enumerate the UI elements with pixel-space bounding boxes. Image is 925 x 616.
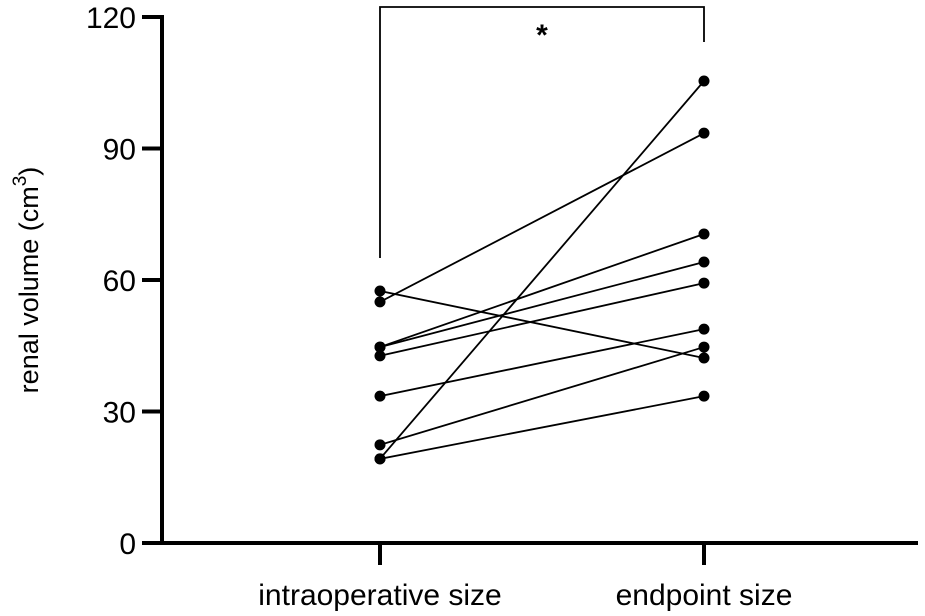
data-point-endpoint bbox=[698, 127, 710, 139]
data-point-endpoint bbox=[698, 341, 710, 353]
data-point-intraoperative bbox=[374, 350, 386, 362]
data-point-intraoperative bbox=[374, 390, 386, 402]
paired-line bbox=[379, 328, 705, 398]
data-point-endpoint bbox=[698, 228, 710, 240]
paired-line bbox=[379, 346, 705, 446]
data-point-intraoperative bbox=[374, 285, 386, 297]
y-tick-label: 90 bbox=[103, 134, 136, 167]
data-points bbox=[374, 75, 710, 465]
x-category-label: intraoperative size bbox=[258, 579, 501, 612]
data-point-intraoperative bbox=[374, 439, 386, 451]
paired-line bbox=[379, 395, 705, 460]
paired-line bbox=[379, 233, 705, 348]
data-point-intraoperative bbox=[374, 296, 386, 308]
data-point-intraoperative bbox=[374, 453, 386, 465]
data-point-endpoint bbox=[698, 323, 710, 335]
significance-star: * bbox=[536, 19, 548, 52]
data-point-endpoint bbox=[698, 277, 710, 289]
paired-line bbox=[379, 282, 705, 357]
y-tick-label: 30 bbox=[103, 397, 136, 430]
axes: 0 30 60 90 120 intraoperative size endpoint si… bbox=[86, 2, 918, 612]
y-tick-label: 0 bbox=[119, 528, 136, 561]
paired-line bbox=[379, 132, 705, 303]
bracket-line bbox=[379, 6, 705, 258]
paired-lines bbox=[379, 80, 705, 460]
x-category-label: endpoint size bbox=[616, 579, 793, 612]
y-tick-label: 120 bbox=[86, 2, 136, 35]
data-point-intraoperative bbox=[374, 341, 386, 353]
data-point-endpoint bbox=[698, 75, 710, 87]
y-axis-label: renal volume (cm3) bbox=[10, 167, 44, 394]
y-tick-label: 60 bbox=[103, 265, 136, 298]
paired-line bbox=[379, 80, 705, 460]
data-point-endpoint bbox=[698, 256, 710, 268]
paired-line bbox=[379, 290, 705, 359]
data-point-endpoint bbox=[698, 390, 710, 402]
data-point-endpoint bbox=[698, 352, 710, 364]
significance-bracket: * bbox=[379, 6, 705, 258]
paired-line bbox=[379, 261, 705, 348]
